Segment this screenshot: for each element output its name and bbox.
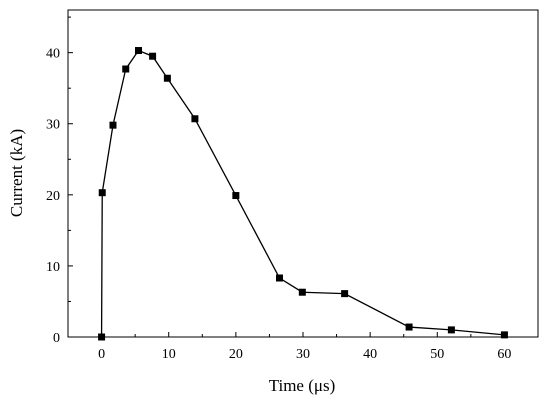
data-point <box>447 326 455 334</box>
x-tick-label: 40 <box>363 347 377 362</box>
y-tick-label: 30 <box>46 118 60 133</box>
data-point <box>191 115 199 123</box>
data-point <box>341 290 349 298</box>
data-point <box>98 189 106 197</box>
data-point <box>163 74 171 82</box>
data-point <box>122 65 130 73</box>
x-tick-label: 50 <box>430 347 444 362</box>
x-axis-ticks: 0 10 20 30 40 50 60 <box>67 332 539 362</box>
data-point <box>298 288 306 296</box>
y-tick-label: 10 <box>46 260 60 275</box>
data-point <box>405 323 413 331</box>
data-point <box>500 331 508 339</box>
x-tick-label: 0 <box>98 347 105 362</box>
data-point <box>232 192 240 200</box>
x-tick-label: 20 <box>229 347 243 362</box>
y-axis-ticks: 0 10 20 30 40 <box>46 16 73 346</box>
data-point <box>149 52 157 60</box>
x-tick-label: 10 <box>162 347 176 362</box>
x-tick-label: 60 <box>497 347 511 362</box>
data-point <box>135 47 142 55</box>
y-tick-label: 0 <box>53 331 60 346</box>
y-axis-label: Current (kA) <box>7 129 26 217</box>
data-point <box>276 274 283 282</box>
y-tick-label: 20 <box>46 189 60 204</box>
data-point <box>109 121 117 129</box>
x-axis-label: Time (μs) <box>269 376 336 395</box>
plot-frame <box>67 9 539 338</box>
series-group <box>98 47 508 341</box>
data-point <box>98 333 106 341</box>
x-tick-label: 30 <box>296 347 310 362</box>
y-tick-label: 40 <box>46 47 60 62</box>
plot-border <box>67 9 539 338</box>
